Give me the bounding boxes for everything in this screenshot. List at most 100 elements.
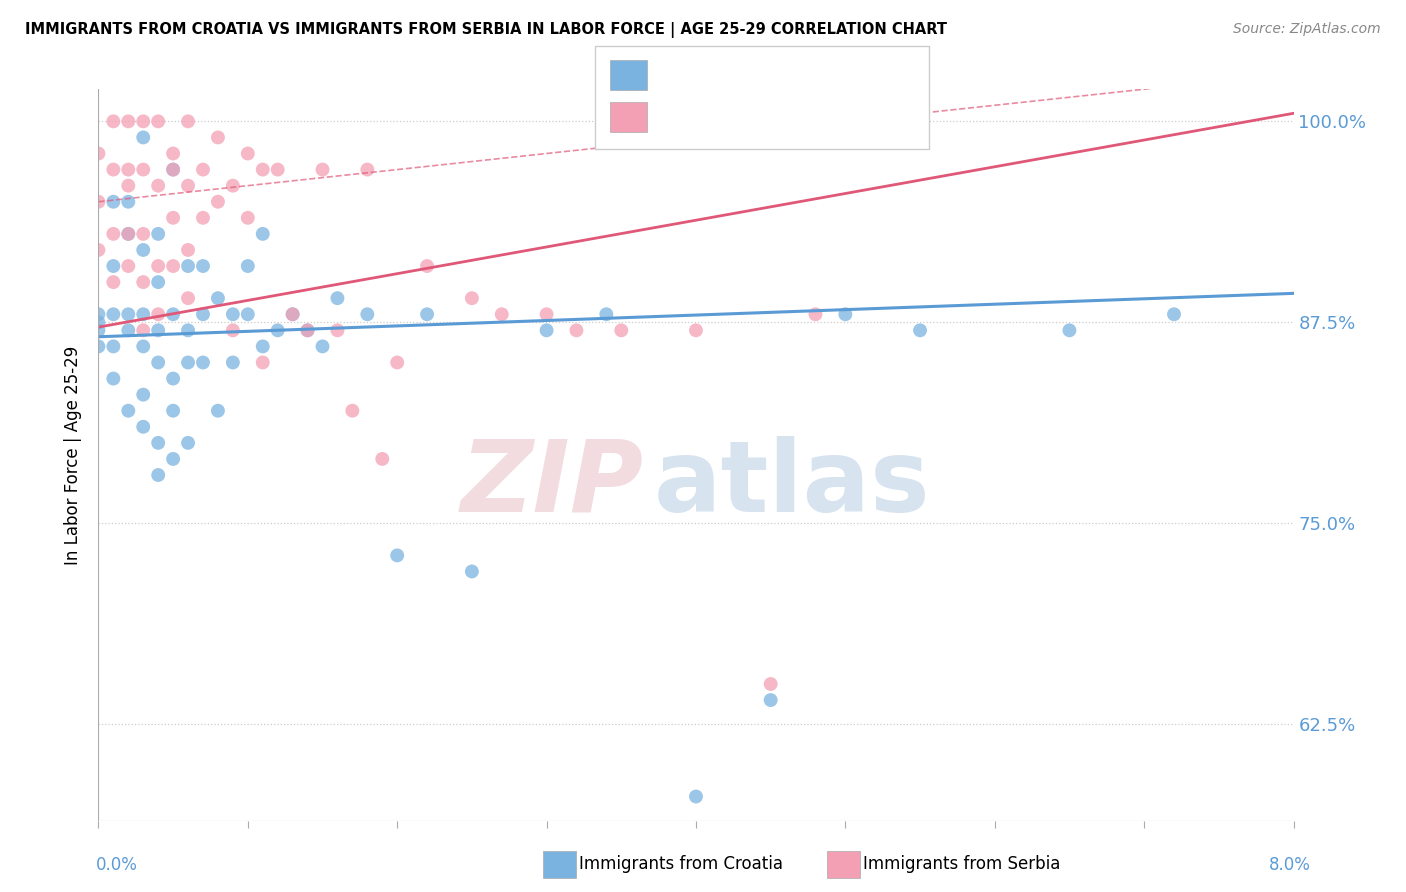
- Point: [191, 355, 214, 369]
- Point: [132, 323, 155, 337]
- Text: ZIP: ZIP: [461, 435, 644, 533]
- Text: R =: R =: [652, 65, 689, 83]
- Point: [416, 259, 439, 273]
- Point: [252, 162, 274, 177]
- Point: [148, 468, 170, 483]
- Point: [536, 323, 558, 337]
- Point: [908, 323, 931, 337]
- Point: [267, 162, 290, 177]
- Point: [177, 291, 200, 305]
- Point: [177, 323, 200, 337]
- Point: [177, 435, 200, 450]
- Point: [191, 307, 214, 321]
- Point: [103, 307, 125, 321]
- Point: [103, 114, 125, 128]
- Point: [191, 259, 214, 273]
- Point: [148, 275, 170, 289]
- Point: [132, 275, 155, 289]
- Point: [148, 178, 170, 193]
- Point: [162, 211, 184, 225]
- Point: [385, 549, 409, 563]
- Point: [311, 162, 333, 177]
- Text: atlas: atlas: [654, 435, 929, 533]
- Point: [536, 307, 558, 321]
- Point: [132, 307, 155, 321]
- Point: [461, 565, 484, 579]
- Point: [87, 146, 110, 161]
- Point: [610, 323, 633, 337]
- Point: [117, 227, 139, 241]
- Point: [162, 371, 184, 385]
- Point: [162, 307, 184, 321]
- Point: [326, 323, 349, 337]
- Point: [252, 355, 274, 369]
- Text: N =: N =: [742, 65, 790, 83]
- Point: [236, 307, 259, 321]
- Point: [162, 403, 184, 417]
- Point: [148, 435, 170, 450]
- Point: [759, 677, 782, 691]
- Point: [1163, 307, 1185, 321]
- Y-axis label: In Labor Force | Age 25-29: In Labor Force | Age 25-29: [65, 345, 83, 565]
- Point: [191, 211, 214, 225]
- Point: [117, 194, 139, 209]
- Point: [685, 323, 707, 337]
- Point: [565, 323, 588, 337]
- Point: [148, 355, 170, 369]
- Point: [87, 315, 110, 329]
- Point: [177, 259, 200, 273]
- Point: [267, 323, 290, 337]
- Point: [103, 339, 125, 353]
- Point: [191, 162, 214, 177]
- Point: [132, 227, 155, 241]
- Point: [804, 307, 827, 321]
- Point: [148, 114, 170, 128]
- Point: [297, 323, 319, 337]
- Point: [117, 323, 139, 337]
- Point: [252, 227, 274, 241]
- Point: [117, 162, 139, 177]
- Point: [87, 307, 110, 321]
- Point: [207, 194, 229, 209]
- Point: [759, 693, 782, 707]
- Point: [207, 291, 229, 305]
- Point: [132, 130, 155, 145]
- Text: IMMIGRANTS FROM CROATIA VS IMMIGRANTS FROM SERBIA IN LABOR FORCE | AGE 25-29 COR: IMMIGRANTS FROM CROATIA VS IMMIGRANTS FR…: [25, 22, 948, 38]
- Point: [132, 243, 155, 257]
- Point: [117, 114, 139, 128]
- Text: Immigrants from Croatia: Immigrants from Croatia: [579, 855, 783, 873]
- Point: [103, 227, 125, 241]
- Point: [148, 307, 170, 321]
- Point: [103, 162, 125, 177]
- Point: [236, 211, 259, 225]
- Point: [326, 291, 349, 305]
- Point: [356, 162, 378, 177]
- Point: [87, 243, 110, 257]
- Point: [132, 339, 155, 353]
- Point: [207, 130, 229, 145]
- Text: 0.0%: 0.0%: [96, 856, 138, 874]
- Point: [177, 355, 200, 369]
- Point: [162, 452, 184, 467]
- Text: Source: ZipAtlas.com: Source: ZipAtlas.com: [1233, 22, 1381, 37]
- Point: [117, 307, 139, 321]
- Point: [103, 194, 125, 209]
- Text: Immigrants from Serbia: Immigrants from Serbia: [863, 855, 1060, 873]
- Point: [162, 259, 184, 273]
- Point: [1059, 323, 1081, 337]
- Point: [132, 162, 155, 177]
- Point: [117, 178, 139, 193]
- Text: 0.312: 0.312: [683, 107, 740, 125]
- Point: [385, 355, 409, 369]
- Point: [595, 307, 617, 321]
- Point: [311, 339, 333, 353]
- Point: [87, 339, 110, 353]
- Point: [162, 146, 184, 161]
- Point: [148, 323, 170, 337]
- Point: [117, 403, 139, 417]
- Point: [117, 259, 139, 273]
- Text: 73: 73: [792, 65, 817, 83]
- Point: [103, 275, 125, 289]
- Point: [103, 259, 125, 273]
- Point: [236, 146, 259, 161]
